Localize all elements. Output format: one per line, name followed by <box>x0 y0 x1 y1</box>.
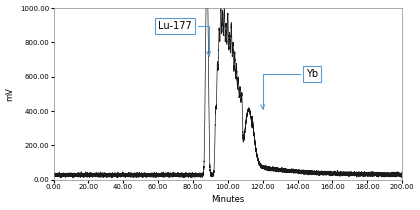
Text: Lu-177: Lu-177 <box>158 21 210 55</box>
X-axis label: Minutes: Minutes <box>211 196 244 205</box>
Text: Yb: Yb <box>261 69 318 109</box>
Y-axis label: mV: mV <box>5 87 15 101</box>
